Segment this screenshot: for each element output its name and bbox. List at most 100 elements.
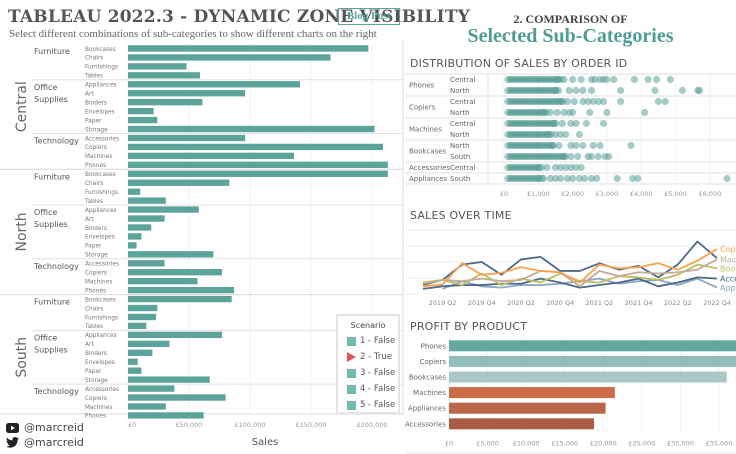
bar-south-art[interactable]: [128, 340, 170, 347]
sales-point[interactable]: [533, 130, 541, 139]
legend-item-3[interactable]: 3 - False: [347, 368, 398, 378]
sales-point[interactable]: [538, 119, 546, 128]
sales-point[interactable]: [528, 152, 536, 161]
profit-bar-machines[interactable]: [449, 387, 615, 399]
sales-point[interactable]: [560, 75, 568, 84]
sales-point[interactable]: [523, 163, 531, 172]
sales-point[interactable]: [584, 97, 592, 106]
sales-point[interactable]: [504, 108, 512, 117]
bar-north-appliances[interactable]: [128, 206, 199, 213]
sales-point[interactable]: [572, 163, 580, 172]
sales-point[interactable]: [523, 75, 531, 84]
sales-point[interactable]: [562, 163, 570, 172]
sales-point[interactable]: [547, 75, 555, 84]
sales-point[interactable]: [526, 97, 534, 106]
sales-point[interactable]: [516, 130, 524, 139]
sales-by-region-chart[interactable]: £0 £50,000 £100,000 £150,000 £200,000 Sales Ce…: [0, 40, 404, 454]
sales-point[interactable]: [523, 86, 531, 95]
bar-south-paper[interactable]: [128, 367, 142, 374]
sales-point[interactable]: [551, 163, 560, 172]
sales-point[interactable]: [509, 97, 517, 106]
bar-central-furnishings[interactable]: [128, 63, 187, 70]
twitter-handle[interactable]: @marcreid: [6, 436, 84, 449]
sales-point[interactable]: [514, 174, 522, 183]
sales-point[interactable]: [661, 97, 669, 106]
sales-point[interactable]: [599, 97, 608, 106]
sales-point[interactable]: [518, 86, 527, 95]
bar-central-storage[interactable]: [128, 125, 375, 133]
sales-point[interactable]: [545, 86, 553, 95]
sales-point[interactable]: [570, 97, 578, 106]
sales-point[interactable]: [542, 141, 551, 150]
sales-point[interactable]: [526, 141, 534, 150]
sales-point[interactable]: [509, 163, 517, 172]
sales-point[interactable]: [552, 152, 560, 161]
sales-point[interactable]: [654, 97, 662, 106]
sales-point[interactable]: [511, 86, 519, 95]
sales-point[interactable]: [523, 130, 531, 139]
sales-point[interactable]: [587, 86, 596, 95]
sales-point[interactable]: [504, 86, 512, 95]
sales-point[interactable]: [569, 174, 577, 183]
bar-south-appliances[interactable]: [128, 331, 222, 339]
bar-north-copiers[interactable]: [128, 269, 222, 276]
sales-point[interactable]: [533, 141, 541, 150]
sales-point[interactable]: [539, 174, 548, 183]
sales-point[interactable]: [530, 141, 539, 150]
sales-point[interactable]: [594, 97, 602, 106]
sales-point[interactable]: [521, 141, 529, 150]
sales-point[interactable]: [557, 174, 565, 183]
sales-point[interactable]: [518, 75, 527, 84]
sales-point[interactable]: [504, 141, 512, 150]
sales-point[interactable]: [514, 108, 522, 117]
sales-point[interactable]: [557, 163, 565, 172]
sales-point[interactable]: [535, 152, 543, 161]
sales-point[interactable]: [528, 141, 536, 150]
bar-central-copiers[interactable]: [128, 143, 383, 151]
sales-point[interactable]: [528, 97, 536, 106]
sales-point[interactable]: [593, 174, 601, 183]
sales-point[interactable]: [504, 174, 512, 183]
sales-point[interactable]: [547, 152, 555, 161]
sales-point[interactable]: [627, 141, 635, 150]
profit-bar-bookcases[interactable]: [449, 371, 727, 383]
sales-point[interactable]: [521, 174, 529, 183]
bar-south-storage[interactable]: [128, 376, 210, 383]
sales-over-time-chart[interactable]: 2019 Q2 2019 Q4 2020 Q2 2020 Q4 2021 Q2 2021 …: [405, 222, 736, 310]
profit-bar-phones[interactable]: [449, 340, 736, 352]
sales-point[interactable]: [521, 163, 529, 172]
sales-point[interactable]: [518, 97, 527, 106]
sales-point[interactable]: [557, 130, 565, 139]
sales-point[interactable]: [521, 97, 529, 106]
sales-point[interactable]: [641, 108, 649, 117]
sales-point[interactable]: [535, 97, 543, 106]
sales-point[interactable]: [579, 97, 587, 106]
sales-point[interactable]: [530, 97, 539, 106]
sales-point[interactable]: [533, 119, 541, 128]
sales-point[interactable]: [511, 97, 519, 106]
sales-point[interactable]: [523, 108, 531, 117]
sales-point[interactable]: [603, 108, 611, 117]
sales-point[interactable]: [509, 108, 517, 117]
sales-point[interactable]: [506, 75, 515, 84]
sales-point[interactable]: [551, 86, 560, 95]
sales-point[interactable]: [540, 97, 548, 106]
blog-post-button[interactable]: Blog Post: [338, 8, 400, 25]
sales-point[interactable]: [509, 119, 517, 128]
sales-point[interactable]: [523, 174, 531, 183]
sales-point[interactable]: [504, 163, 512, 172]
sales-point[interactable]: [516, 97, 524, 106]
sales-point[interactable]: [528, 86, 536, 95]
sales-point[interactable]: [514, 130, 522, 139]
sales-point[interactable]: [540, 119, 548, 128]
sales-point[interactable]: [551, 174, 560, 183]
sales-point[interactable]: [538, 152, 546, 161]
sales-point[interactable]: [617, 86, 625, 95]
legend-item-4[interactable]: 4 - False: [347, 384, 398, 394]
sales-point[interactable]: [523, 141, 531, 150]
sales-point[interactable]: [535, 130, 543, 139]
sales-point[interactable]: [569, 75, 577, 84]
sales-point[interactable]: [511, 75, 519, 84]
sales-point[interactable]: [542, 119, 551, 128]
bar-south-tables[interactable]: [128, 322, 147, 330]
